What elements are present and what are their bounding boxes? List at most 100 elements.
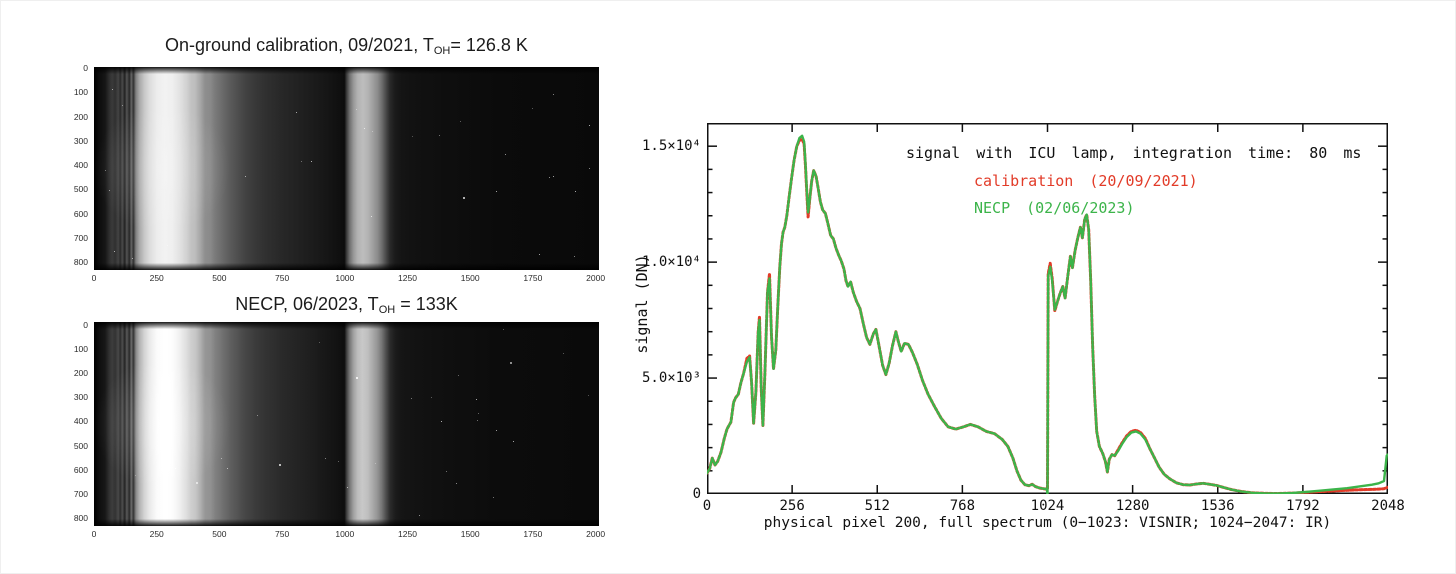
y-tick-label: 0 (692, 486, 701, 502)
hot-pixel-speck (475, 399, 477, 401)
hot-pixel-speck (411, 398, 413, 400)
tick-label: 750 (275, 529, 290, 539)
panel-title-calibration: On-ground calibration, 09/2021, TOH= 126… (94, 35, 599, 57)
hot-pixel-speck (430, 396, 432, 398)
tick-label: 600 (73, 208, 88, 219)
x-tick-label: 256 (779, 498, 805, 514)
x-tick-label: 2048 (1371, 498, 1405, 514)
hot-pixel-speck (364, 128, 366, 130)
tick-label: 750 (275, 273, 290, 283)
tick-label: 800 (73, 257, 88, 267)
hot-pixel-speck (532, 108, 534, 110)
hot-pixel-speck (132, 257, 134, 259)
hot-pixel-speck (513, 441, 515, 443)
x-tick-label: 1280 (1115, 498, 1150, 514)
title-subscript: OH (433, 45, 451, 57)
hot-pixel-speck (457, 375, 459, 377)
hot-pixel-speck (462, 197, 465, 200)
x-axis-label: physical pixel 200, full spectrum (0−102… (763, 515, 1332, 531)
hot-pixel-speck (134, 474, 136, 476)
title-subscript: OH (378, 304, 396, 316)
hot-pixel-speck (588, 395, 590, 397)
hot-pixel-speck (319, 341, 321, 343)
hot-pixel-speck (411, 135, 413, 137)
hot-pixel-speck (226, 468, 228, 470)
tick-label: 500 (212, 273, 227, 283)
series-necp-line (707, 134, 1388, 494)
tick-label: 1250 (398, 529, 417, 539)
hot-pixel-speck (439, 134, 441, 136)
hot-pixel-speck (575, 190, 577, 192)
tick-label: 1750 (523, 529, 543, 539)
hot-pixel-speck (347, 486, 349, 488)
legend-necp-label: NECP (974, 199, 1011, 217)
hot-pixel-speck (175, 467, 177, 469)
hot-pixel-speck (104, 170, 106, 172)
x-tick-label: 1024 (1030, 498, 1065, 514)
hot-pixel-speck (562, 353, 564, 355)
hot-pixel-speck (356, 376, 359, 379)
hot-pixel-speck (455, 482, 457, 484)
signal-plot (707, 123, 1388, 494)
hot-pixel-speck (113, 251, 115, 253)
hot-pixel-speck (552, 94, 554, 96)
tick-label: 500 (212, 529, 227, 539)
hot-pixel-speck (496, 190, 498, 192)
tick-label: 250 (149, 273, 164, 283)
hot-pixel-speck (493, 497, 495, 499)
legend-calibration-label: calibration (974, 172, 1074, 190)
x-tick-label: 1792 (1286, 498, 1320, 514)
x-tick-label: 1536 (1200, 498, 1235, 514)
hot-pixel-speck (325, 457, 327, 459)
tick-label: 600 (73, 464, 88, 475)
tick-label: 0 (83, 63, 88, 73)
tick-label: 1250 (398, 273, 417, 283)
x-tick-label: 512 (864, 498, 890, 514)
panel-title-value: = 133K (395, 294, 458, 314)
tick-label: 1500 (460, 529, 480, 539)
hot-pixel-speck (538, 254, 540, 256)
hot-pixel-speck (196, 482, 199, 485)
hot-pixel-speck (311, 161, 313, 163)
y-tick-label: 1.0×10⁴ (641, 254, 701, 271)
tick-label: 500 (73, 184, 88, 195)
hot-pixel-speck (372, 131, 374, 133)
tick-label: 1000 (335, 273, 355, 283)
hot-pixel-speck (589, 124, 591, 126)
hot-pixel-speck (375, 463, 377, 465)
tick-label: 700 (73, 488, 88, 499)
hot-pixel-speck (441, 421, 443, 423)
legend-calibration: calibration (20/09/2021) (974, 172, 1198, 190)
tick-label: 300 (73, 392, 88, 403)
hot-pixel-speck (109, 189, 111, 191)
tick-label: 700 (73, 232, 88, 243)
tick-label: 2000 (586, 529, 606, 539)
hot-pixel-speck (459, 120, 461, 122)
detector-image-calibration (94, 67, 599, 270)
panel-title-necp: NECP, 06/2023, TOH = 133K (94, 294, 599, 316)
legend-necp-date: (02/06/2023) (1026, 199, 1135, 217)
tick-label: 250 (149, 529, 164, 539)
tick-label: 400 (73, 416, 88, 427)
tick-label: 2000 (586, 273, 606, 283)
hot-pixel-speck (296, 112, 298, 114)
hot-pixel-speck (356, 109, 358, 111)
hot-pixel-speck (371, 215, 373, 217)
hot-pixel-speck (418, 515, 420, 517)
hot-pixel-speck (502, 329, 504, 331)
plot-annotation: signal with ICU lamp, integration time: … (906, 144, 1362, 162)
panel-title-value: = 126.8 K (450, 35, 528, 55)
hot-pixel-speck (279, 464, 282, 467)
x-tick-label: 768 (949, 498, 976, 514)
hot-pixel-speck (445, 471, 447, 473)
hot-pixel-speck (121, 105, 123, 107)
tick-label: 1500 (460, 273, 480, 283)
tick-label: 100 (73, 344, 88, 355)
x-tick-label: 0 (702, 498, 712, 514)
hot-pixel-speck (509, 361, 512, 364)
legend-necp: NECP (02/06/2023) (974, 199, 1135, 217)
tick-label: 0 (91, 529, 97, 539)
hot-pixel-speck (300, 160, 302, 162)
tick-label: 200 (73, 111, 88, 122)
